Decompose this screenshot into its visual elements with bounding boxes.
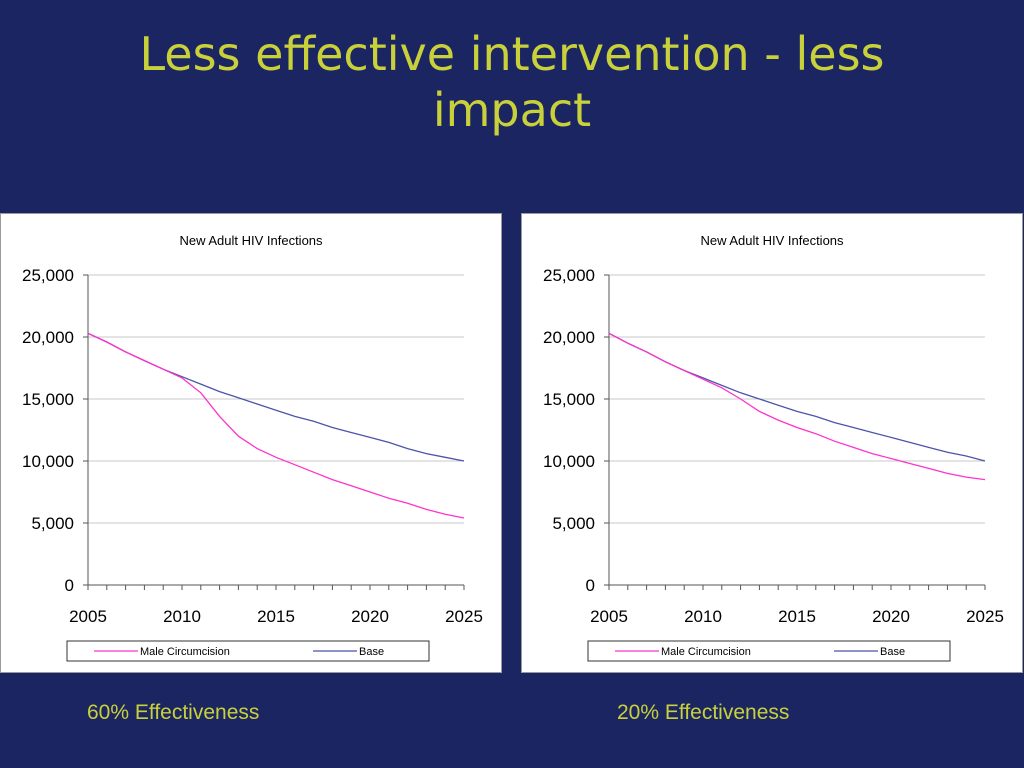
x-tick-label: 2010 xyxy=(684,607,722,626)
chart-panel-left: New Adult HIV Infections 0 5,000 10,000 15,0… xyxy=(0,213,502,673)
y-tick-label: 15,000 xyxy=(543,390,595,409)
chart-panel-right: New Adult HIV Infections 0 5,000 10,000 15,0… xyxy=(521,213,1023,673)
y-tick-label: 10,000 xyxy=(22,452,74,471)
legend-box xyxy=(66,640,430,662)
chart-left-svg: New Adult HIV Infections 0 5,000 10,000 15,0… xyxy=(22,233,483,662)
legend-label: Male Circumcision xyxy=(661,646,751,658)
y-tick-label: 5,000 xyxy=(31,514,74,533)
legend-box xyxy=(587,640,951,662)
y-tick-label: 10,000 xyxy=(543,452,595,471)
slide-title: Less effective intervention - less impac… xyxy=(0,26,1024,138)
legend-label: Base xyxy=(880,646,905,658)
y-tick-label: 20,000 xyxy=(22,328,74,347)
slide-title-line-1: Less effective intervention - less xyxy=(139,27,885,81)
series-line-base xyxy=(87,332,465,462)
y-tick-label: 15,000 xyxy=(22,390,74,409)
x-tick-label: 2005 xyxy=(69,607,107,626)
slide-title-line-2: impact xyxy=(432,83,592,137)
caption-left: 60% Effectiveness xyxy=(87,701,260,724)
chart-right-svg: New Adult HIV Infections 0 5,000 10,000 15,0… xyxy=(543,233,1004,662)
x-tick-label: 2005 xyxy=(590,607,628,626)
caption-right: 20% Effectiveness xyxy=(617,701,790,724)
x-tick-label: 2020 xyxy=(872,607,910,626)
y-tick-label: 20,000 xyxy=(543,328,595,347)
y-tick-label: 0 xyxy=(586,576,595,595)
x-tick-label: 2015 xyxy=(778,607,816,626)
y-tick-label: 25,000 xyxy=(543,266,595,285)
y-tick-label: 5,000 xyxy=(552,514,595,533)
chart-title: New Adult HIV Infections xyxy=(700,233,844,248)
y-tick-label: 25,000 xyxy=(22,266,74,285)
x-tick-label: 2025 xyxy=(966,607,1004,626)
series-line-base xyxy=(608,332,986,462)
series-line-male-circumcision xyxy=(608,332,986,481)
legend-label: Base xyxy=(359,646,384,658)
chart-title: New Adult HIV Infections xyxy=(179,233,323,248)
x-tick-label: 2010 xyxy=(163,607,201,626)
y-tick-label: 0 xyxy=(65,576,74,595)
legend-label: Male Circumcision xyxy=(140,646,230,658)
series-line-male-circumcision xyxy=(87,332,465,519)
x-tick-label: 2015 xyxy=(257,607,295,626)
x-tick-label: 2020 xyxy=(351,607,389,626)
x-tick-label: 2025 xyxy=(445,607,483,626)
